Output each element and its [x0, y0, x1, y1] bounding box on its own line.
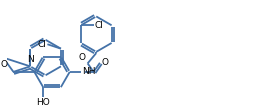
Text: NH: NH — [82, 67, 95, 76]
Text: O: O — [1, 60, 8, 69]
Text: O: O — [101, 58, 108, 67]
Text: O: O — [79, 53, 86, 62]
Text: HO: HO — [36, 98, 50, 107]
Text: Cl: Cl — [95, 21, 104, 30]
Text: Cl: Cl — [37, 40, 46, 49]
Text: N: N — [28, 55, 34, 64]
